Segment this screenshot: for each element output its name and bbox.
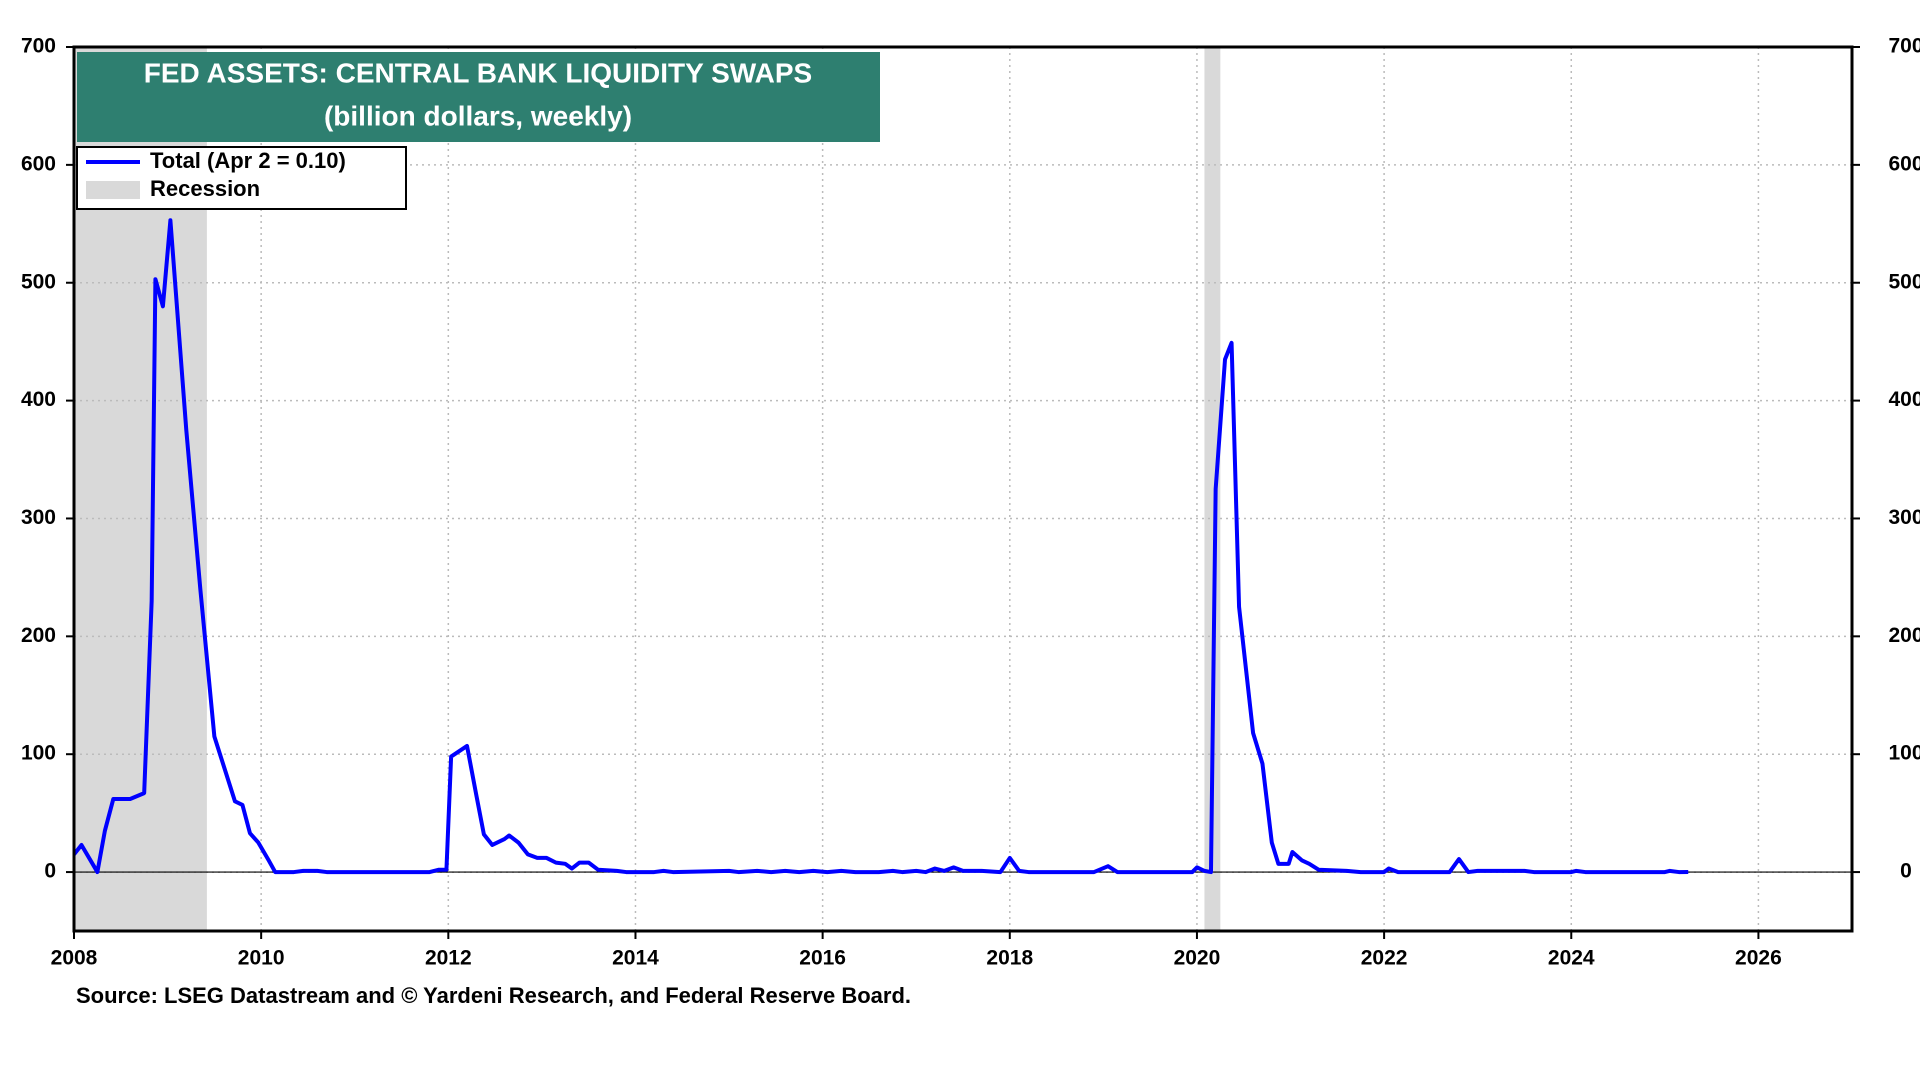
y-tick-label: 100 xyxy=(21,742,56,765)
legend-recession-swatch xyxy=(86,181,140,199)
recession-band xyxy=(1204,47,1221,931)
y-tick-label: 600 xyxy=(21,152,56,175)
x-tick-label: 2024 xyxy=(1548,947,1595,970)
chart-subtitle: (billion dollars, weekly) xyxy=(324,100,632,131)
y2-tick-label: 100 xyxy=(1888,742,1920,765)
y-tick-label: 200 xyxy=(21,624,56,647)
y2-tick-label: 700 xyxy=(1888,35,1920,58)
y2-tick-label: 300 xyxy=(1888,506,1920,529)
source-note: Source: LSEG Datastream and © Yardeni Re… xyxy=(76,983,911,1008)
line-layer xyxy=(72,45,1854,933)
y-tick-label: 500 xyxy=(21,270,56,293)
y-tick-label: 300 xyxy=(21,506,56,529)
y-tick-label: 0 xyxy=(44,860,56,883)
x-tick-label: 2014 xyxy=(612,947,659,970)
foreground-layer: FED ASSETS: CENTRAL BANK LIQUIDITY SWAPS… xyxy=(21,35,1920,1008)
y2-tick-label: 600 xyxy=(1888,152,1920,175)
legend-label: Recession xyxy=(150,176,260,201)
y2-tick-label: 400 xyxy=(1888,388,1920,411)
x-tick-label: 2016 xyxy=(799,947,846,970)
x-tick-label: 2008 xyxy=(51,947,98,970)
x-tick-label: 2010 xyxy=(238,947,285,970)
y2-tick-label: 200 xyxy=(1888,624,1920,647)
y-tick-label: 400 xyxy=(21,388,56,411)
y-tick-label: 700 xyxy=(21,35,56,58)
x-tick-label: 2026 xyxy=(1735,947,1782,970)
legend-label: Total (Apr 2 = 0.10) xyxy=(150,148,346,173)
x-tick-label: 2020 xyxy=(1174,947,1221,970)
title-box xyxy=(77,52,880,142)
y2-tick-label: 0 xyxy=(1900,860,1912,883)
data-line xyxy=(72,218,1689,875)
y2-tick-label: 500 xyxy=(1888,270,1920,293)
plot-frame xyxy=(72,45,1854,933)
chart-title: FED ASSETS: CENTRAL BANK LIQUIDITY SWAPS xyxy=(144,57,812,88)
x-tick-label: 2022 xyxy=(1361,947,1408,970)
x-tick-label: 2012 xyxy=(425,947,472,970)
x-tick-label: 2018 xyxy=(986,947,1033,970)
